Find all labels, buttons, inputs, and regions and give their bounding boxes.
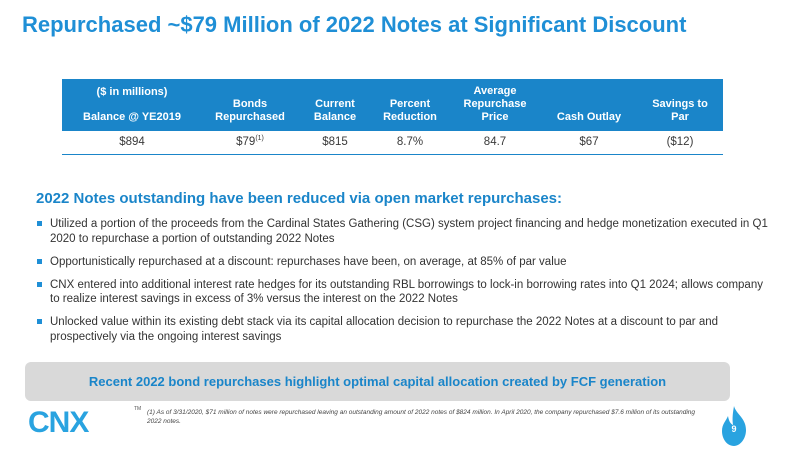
table-row: $894 $79(1) $815 8.7% 84.7 $67 ($12): [62, 131, 723, 155]
header-bonds-repurchased: Bonds Repurchased: [215, 98, 285, 123]
page-number: 9: [731, 424, 737, 434]
header-cash-outlay: Cash Outlay: [556, 111, 622, 123]
footnote-ref: (1): [255, 135, 264, 143]
list-item: Opportunistically repurchased at a disco…: [36, 255, 772, 270]
bullet-square-icon: [37, 319, 42, 324]
header-average-price: Average Repurchase Price: [463, 85, 527, 123]
cell-average-price: 84.7: [483, 136, 507, 148]
units-label: ($ in millions): [96, 86, 168, 98]
bullet-square-icon: [37, 281, 42, 287]
header-current-balance: Current Balance: [313, 98, 357, 123]
cell-balance: $894: [119, 136, 145, 148]
bullet-text: Opportunistically repurchased at a disco…: [50, 255, 567, 268]
list-item: Unlocked value within its existing debt …: [36, 315, 772, 344]
cell-percent-reduction: 8.7%: [396, 136, 424, 148]
bullet-text: Utilized a portion of the proceeds from …: [50, 218, 768, 245]
cell-cash-outlay: $67: [579, 136, 599, 148]
cell-savings-to-par: ($12): [666, 136, 694, 148]
trademark-mark: TM: [134, 406, 142, 412]
header-savings-to-par: Savings to Par: [652, 98, 708, 123]
list-item: CNX entered into additional interest rat…: [36, 278, 772, 307]
section-subheading: 2022 Notes outstanding have been reduced…: [36, 190, 563, 207]
slide-title: Repurchased ~$79 Million of 2022 Notes a…: [22, 12, 687, 37]
flame-icon: [722, 406, 746, 446]
table-header: ($ in millions) Balance @ YE2019 Bonds R…: [62, 79, 723, 131]
highlight-banner: Recent 2022 bond repurchases highlight o…: [25, 362, 730, 401]
cell-current-balance: $815: [322, 136, 348, 148]
bullet-list: Utilized a portion of the proceeds from …: [36, 217, 772, 353]
cnx-logo: CNX: [28, 406, 89, 439]
list-item: Utilized a portion of the proceeds from …: [36, 217, 772, 246]
cell-bonds-value: $79: [236, 136, 256, 148]
bullet-text: Unlocked value within its existing debt …: [50, 316, 719, 343]
cell-bonds-repurchased: $79(1): [210, 135, 290, 148]
header-balance: Balance @ YE2019: [83, 111, 181, 123]
bullet-text: CNX entered into additional interest rat…: [50, 278, 763, 306]
bullet-square-icon: [37, 258, 42, 264]
header-percent-reduction: Percent Reduction: [383, 98, 437, 123]
bullet-square-icon: [37, 221, 42, 226]
footnote: (1) As of 3/31/2020, $71 million of note…: [147, 409, 696, 425]
